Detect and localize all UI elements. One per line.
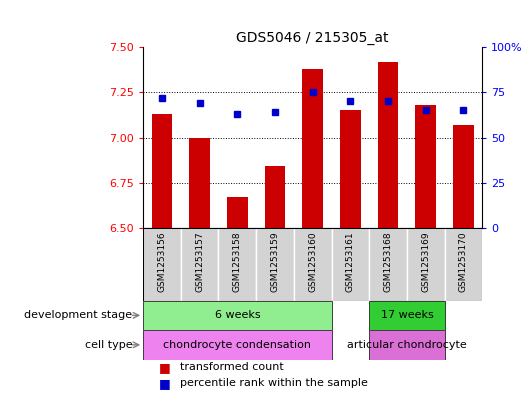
Bar [332, 228, 369, 301]
Bar [407, 228, 445, 301]
Bar [218, 228, 256, 301]
Text: GSM1253157: GSM1253157 [195, 231, 204, 292]
Bar [369, 301, 445, 330]
Text: GSM1253156: GSM1253156 [157, 231, 166, 292]
Text: GSM1253168: GSM1253168 [384, 231, 393, 292]
Bar [181, 228, 218, 301]
Title: GDS5046 / 215305_at: GDS5046 / 215305_at [236, 31, 389, 45]
Bar [256, 228, 294, 301]
Text: 6 weeks: 6 weeks [215, 310, 260, 320]
Bar [378, 62, 399, 228]
Text: GSM1253169: GSM1253169 [421, 231, 430, 292]
Bar [369, 228, 407, 301]
Text: GSM1253160: GSM1253160 [308, 231, 317, 292]
Text: cell type: cell type [85, 340, 132, 350]
Bar [143, 228, 482, 301]
Bar [264, 167, 285, 228]
Text: GSM1253170: GSM1253170 [459, 231, 468, 292]
Text: 17 weeks: 17 weeks [381, 310, 434, 320]
Text: GSM1253159: GSM1253159 [270, 231, 279, 292]
Bar [143, 330, 332, 360]
Bar [143, 301, 332, 330]
Bar [152, 114, 172, 228]
Bar [143, 228, 181, 301]
Text: chondrocyte condensation: chondrocyte condensation [163, 340, 311, 350]
Bar [369, 330, 445, 360]
Text: ■: ■ [159, 376, 171, 390]
Text: articular chondrocyte: articular chondrocyte [347, 340, 467, 350]
Bar [416, 105, 436, 228]
Text: percentile rank within the sample: percentile rank within the sample [180, 378, 368, 388]
Text: transformed count: transformed count [180, 362, 284, 373]
Text: GSM1253161: GSM1253161 [346, 231, 355, 292]
Bar [302, 69, 323, 228]
Bar [227, 197, 248, 228]
Bar [340, 110, 361, 228]
Text: GSM1253158: GSM1253158 [233, 231, 242, 292]
Text: development stage: development stage [24, 310, 132, 320]
Bar [445, 228, 482, 301]
Bar [294, 228, 332, 301]
Bar [189, 138, 210, 228]
Bar [453, 125, 474, 228]
Text: ■: ■ [159, 361, 171, 374]
